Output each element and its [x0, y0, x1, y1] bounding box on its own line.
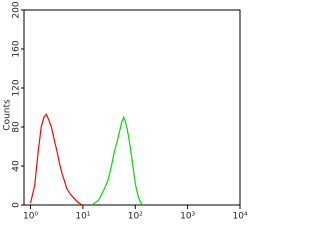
y-tick-label: 160 — [12, 40, 22, 57]
y-tick-label: 40 — [12, 160, 22, 172]
x-tick-label: 10² — [128, 212, 143, 222]
chart: Counts 0 40 80 120 160 200 10⁰ 10¹ 10² 10³ 10⁴ — [3, 1, 248, 222]
y-tick-label: 120 — [12, 79, 22, 96]
y-tick-label: 200 — [12, 1, 22, 18]
histogram-line — [29, 113, 84, 206]
x-tick-label: 10⁴ — [232, 212, 247, 222]
x-tick-label: 10³ — [180, 212, 195, 222]
x-tick-label: 10¹ — [75, 212, 90, 222]
y-tick-label: 0 — [12, 202, 22, 208]
plot-frame — [23, 9, 241, 206]
x-tick-label: 10⁰ — [23, 212, 38, 222]
y-axis-label: Counts — [3, 99, 13, 131]
page: {"chart_data": {"type": "line", "y_label… — [2, 1, 248, 222]
y-tick-label: 80 — [12, 121, 22, 133]
histogram-line — [91, 115, 144, 206]
